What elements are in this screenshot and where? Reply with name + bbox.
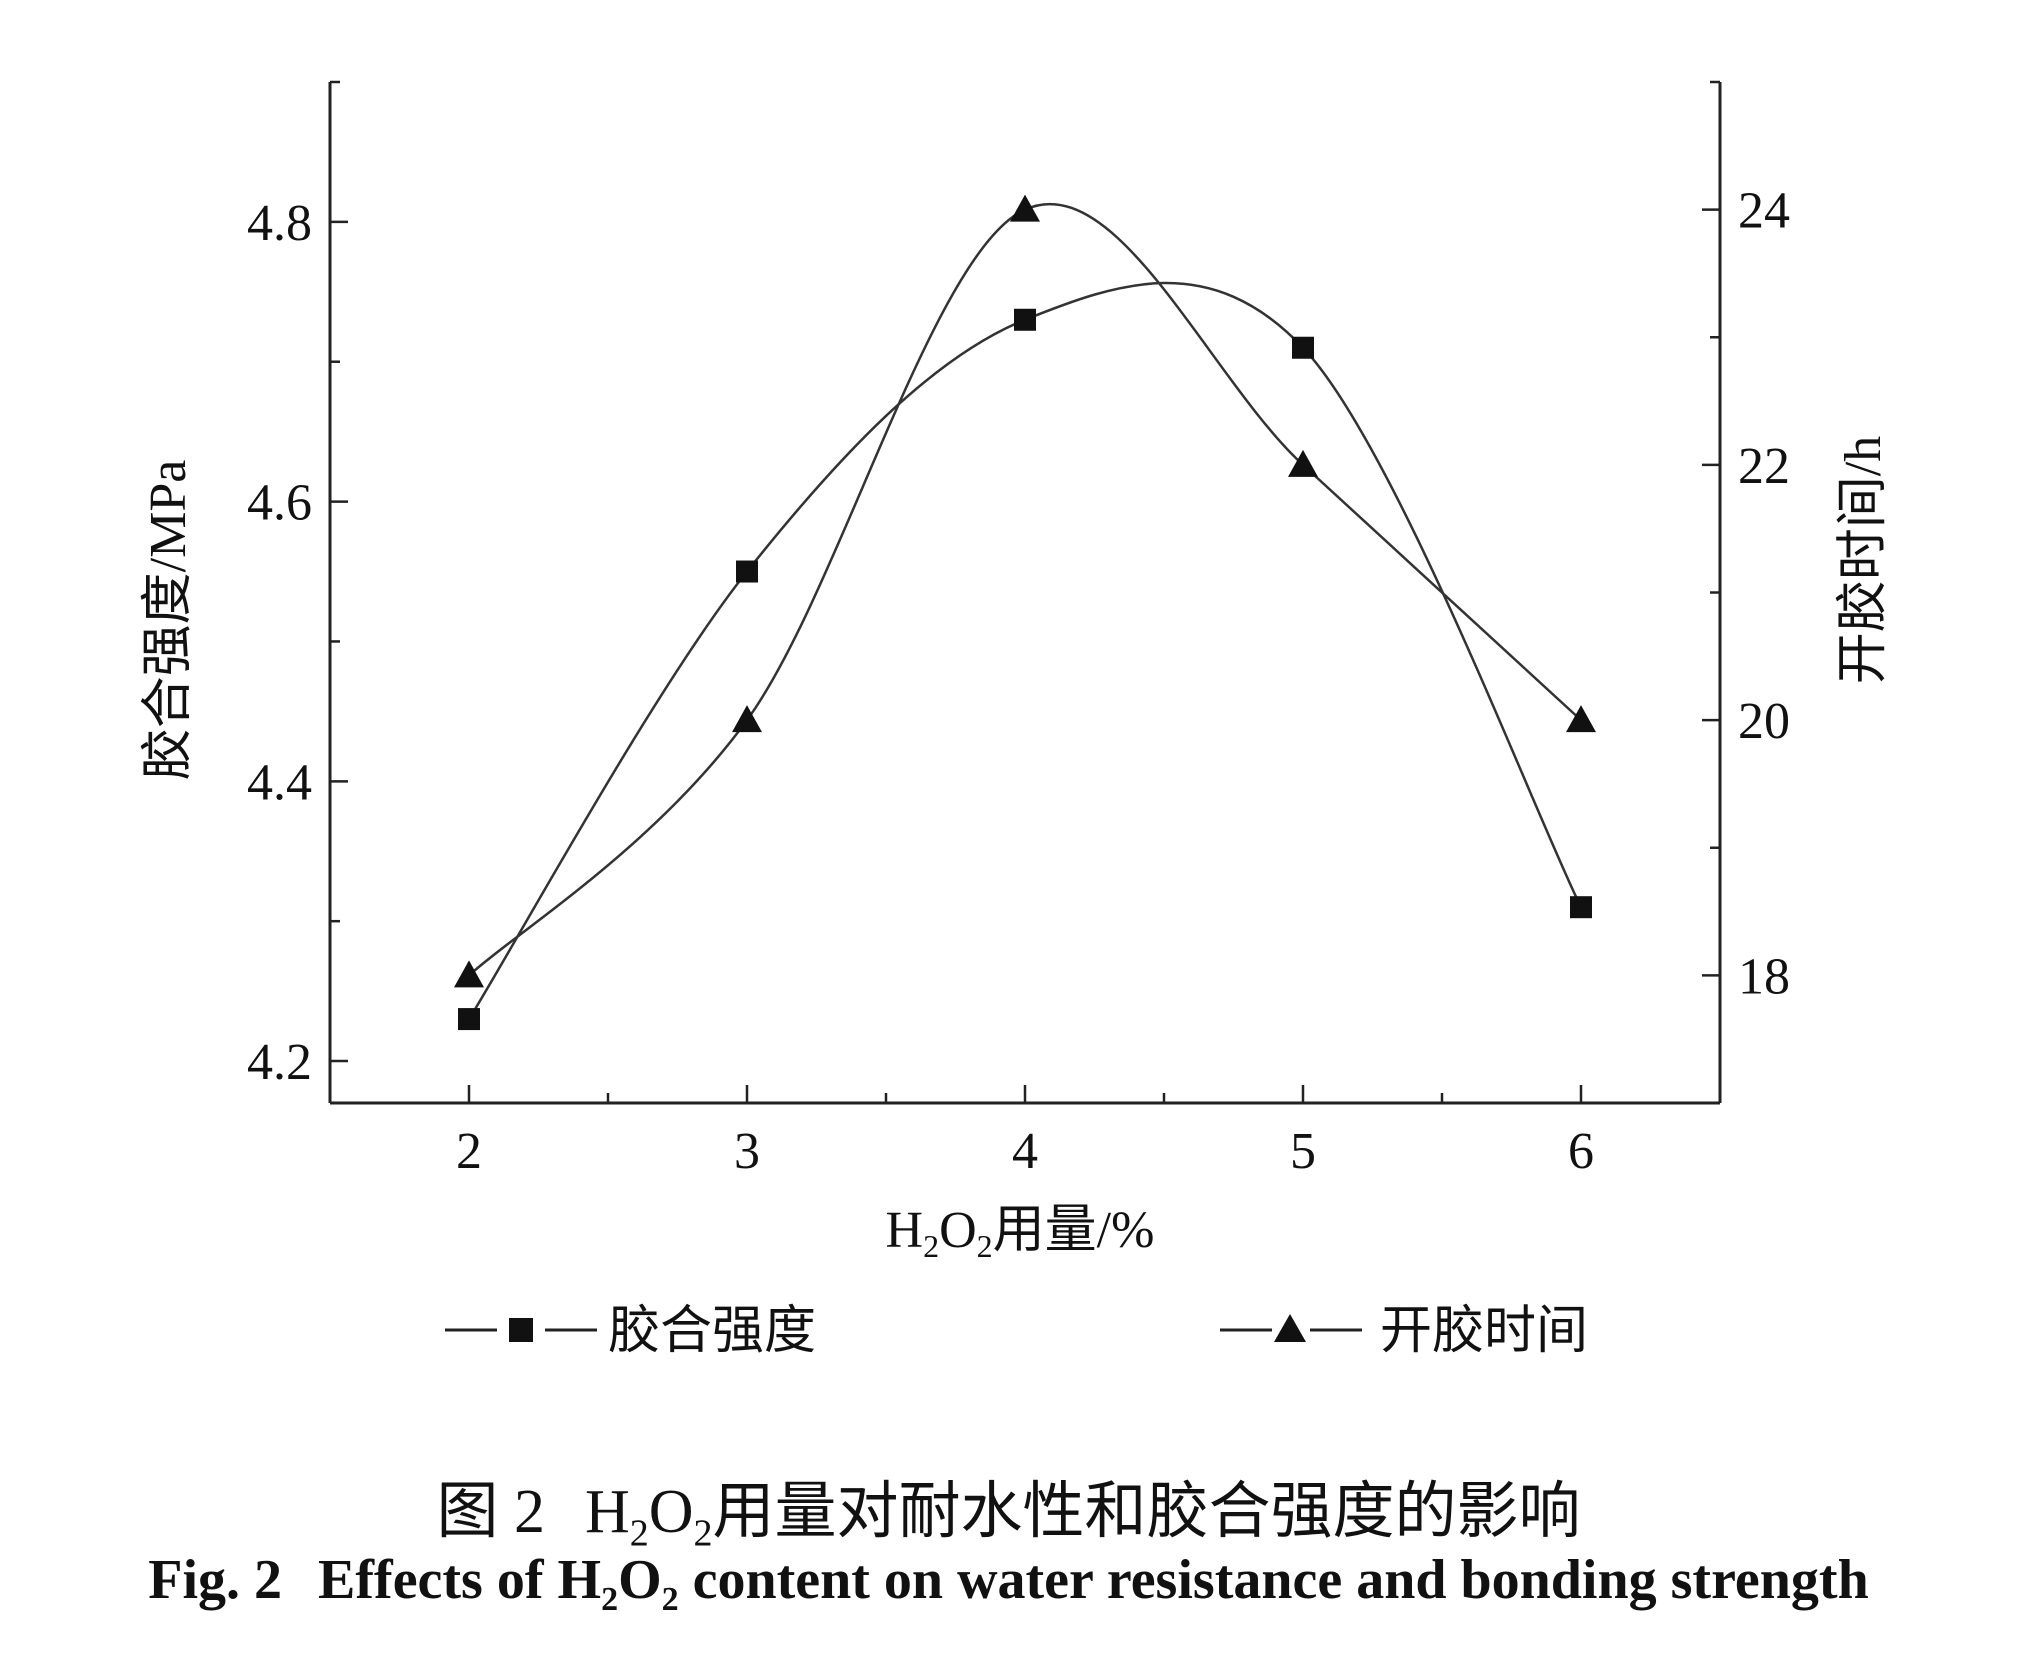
y-axis-left-label: 胶合强度/MPa: [140, 460, 197, 781]
data-point-square: [1570, 896, 1592, 919]
x-tick-label: 5: [1290, 1123, 1316, 1180]
y-axis-right-label: 开胶时间/h: [1835, 436, 1892, 684]
data-point-triangle: [454, 960, 484, 988]
x-tick-label: 2: [456, 1123, 482, 1180]
data-point-square: [1014, 308, 1036, 331]
data-point-square: [458, 1008, 480, 1031]
data-point-triangle: [1288, 449, 1318, 477]
y-left-tick-label: 4.8: [247, 195, 312, 252]
x-tick-label: 6: [1568, 1123, 1594, 1180]
axis-labels: 胶合强度/MPa 开胶时间/h H2O2用量/%: [140, 436, 1892, 1264]
series-markers: [454, 194, 1596, 1031]
y-right-tick-label: 22: [1738, 438, 1790, 495]
legend-label-bonding-strength: 胶合强度: [608, 1303, 816, 1360]
y-left-tick-label: 4.4: [247, 754, 312, 811]
data-point-triangle: [1010, 194, 1040, 222]
legend-label-open-time: 开胶时间: [1380, 1303, 1588, 1360]
figure-caption-chinese: 图 2 H2O2用量对耐水性和胶合强度的影响: [436, 1478, 1581, 1555]
data-point-square: [1292, 336, 1314, 359]
data-point-triangle: [1566, 705, 1596, 733]
y-left-tick-label: 4.2: [247, 1034, 312, 1091]
y-right-tick-label: 24: [1738, 183, 1790, 240]
data-point-triangle: [732, 705, 762, 733]
x-axis-label: H2O2用量/%: [886, 1202, 1155, 1264]
x-tick-label: 3: [734, 1123, 760, 1180]
figure-caption-english: Fig. 2 Effects of H2O2 content on water r…: [148, 1549, 1869, 1619]
series-line-0: [467, 281, 1583, 1020]
legend-item-open-time: 开胶时间: [1220, 1303, 1588, 1360]
y-left-tick-label: 4.6: [247, 475, 312, 532]
axes: 2 3 4 5 6 4.2 4.4 4.6 4.8 18 20 22 24: [247, 80, 1790, 1180]
data-point-square: [736, 560, 758, 583]
x-tick-label: 4: [1012, 1123, 1038, 1180]
y-right-tick-label: 18: [1738, 948, 1790, 1005]
legend-item-bonding-strength: 胶合强度: [445, 1303, 816, 1360]
legend: 胶合强度 开胶时间: [445, 1303, 1588, 1360]
y-right-tick-label: 20: [1738, 693, 1790, 750]
